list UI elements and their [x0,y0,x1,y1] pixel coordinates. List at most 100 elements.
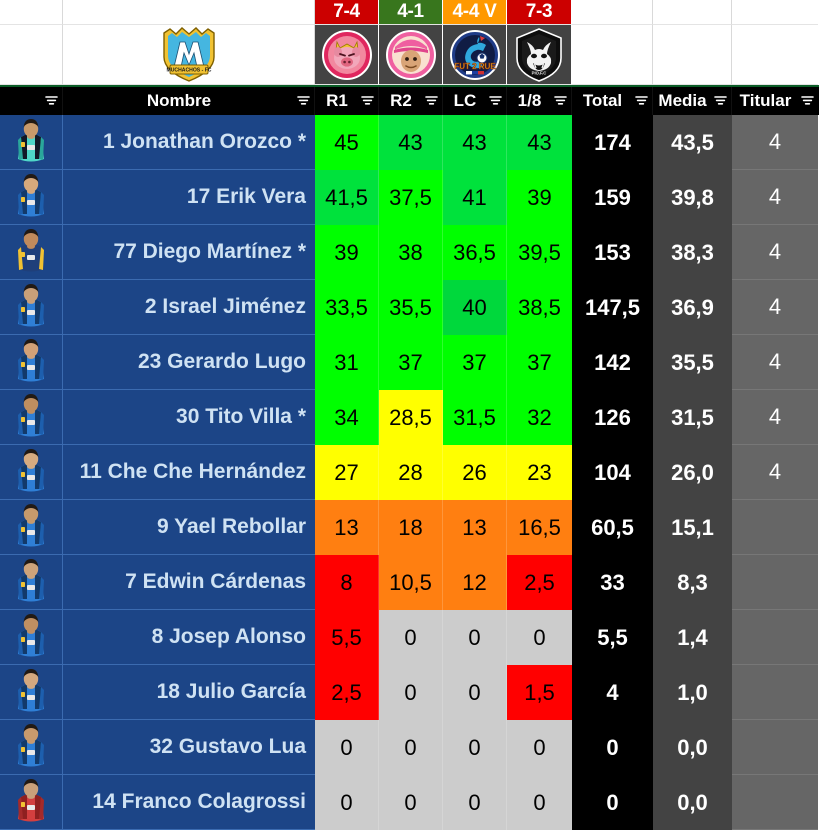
titular-cell[interactable] [732,665,818,720]
score-cell[interactable]: 40 [443,280,507,335]
opponent-score-cell-2[interactable]: 4-1 [379,0,443,25]
player-name-cell[interactable]: 32 Gustavo Lua [63,720,315,775]
table-row[interactable]: 8 Josep Alonso 5,5 0 0 0 5,5 1,4 [0,610,819,665]
media-cell[interactable]: 15,1 [653,500,732,555]
titular-cell[interactable]: 4 [732,445,818,500]
filter-funnel-icon[interactable] [359,95,375,107]
score-cell[interactable]: 35,5 [379,280,443,335]
opponent-crest-cell-4[interactable]: PIO.F.C [507,25,572,85]
filter-funnel-icon[interactable] [633,95,649,107]
score-cell[interactable]: 28 [379,445,443,500]
opponent-crest-cell-2[interactable] [379,25,443,85]
opponent-score-cell-3[interactable]: 4-4 V [443,0,507,25]
table-row[interactable]: 2 Israel Jiménez 33,5 35,5 40 38,5 147,5 36,9 4 [0,280,819,335]
media-cell[interactable]: 39,8 [653,170,732,225]
total-cell[interactable]: 142 [572,335,653,390]
filter-funnel-icon[interactable] [295,95,311,107]
media-cell[interactable]: 0,0 [653,775,732,830]
column-header-r2[interactable]: R2 [379,87,443,115]
titular-cell[interactable] [732,775,818,830]
score-cell[interactable]: 43 [443,115,507,170]
titular-cell[interactable] [732,610,818,665]
column-header-octavos[interactable]: 1/8 [507,87,572,115]
score-cell[interactable]: 5,5 [315,610,379,665]
score-cell[interactable]: 37 [443,335,507,390]
score-cell[interactable]: 43 [379,115,443,170]
media-cell[interactable]: 1,0 [653,665,732,720]
table-row[interactable]: 17 Erik Vera 41,5 37,5 41 39 159 39,8 4 [0,170,819,225]
titular-cell[interactable]: 4 [732,225,818,280]
score-cell[interactable]: 39 [507,170,572,225]
score-cell[interactable]: 8 [315,555,379,610]
titular-cell[interactable] [732,720,818,775]
score-cell[interactable]: 36,5 [443,225,507,280]
score-cell[interactable]: 0 [443,775,507,830]
filter-funnel-icon[interactable] [799,95,815,107]
media-cell[interactable]: 38,3 [653,225,732,280]
table-row[interactable]: 30 Tito Villa * 34 28,5 31,5 32 126 31,5 4 [0,390,819,445]
total-cell[interactable]: 0 [572,775,653,830]
total-cell[interactable]: 147,5 [572,280,653,335]
column-header-media[interactable]: Media [653,87,732,115]
player-name-cell[interactable]: 9 Yael Rebollar [63,500,315,555]
score-cell[interactable]: 13 [443,500,507,555]
media-cell[interactable]: 8,3 [653,555,732,610]
media-cell[interactable]: 26,0 [653,445,732,500]
player-name-cell[interactable]: 77 Diego Martínez * [63,225,315,280]
opponent-score-cell-4[interactable]: 7-3 [507,0,572,25]
player-name-cell[interactable]: 11 Che Che Hernández [63,445,315,500]
titular-cell[interactable]: 4 [732,280,818,335]
score-cell[interactable]: 0 [507,775,572,830]
score-cell[interactable]: 38 [379,225,443,280]
column-header-lc[interactable]: LC [443,87,507,115]
media-cell[interactable]: 31,5 [653,390,732,445]
score-cell[interactable]: 41 [443,170,507,225]
titular-cell[interactable] [732,500,818,555]
total-cell[interactable]: 4 [572,665,653,720]
filter-funnel-icon[interactable] [423,95,439,107]
filter-funnel-icon[interactable] [552,95,568,107]
total-cell[interactable]: 5,5 [572,610,653,665]
player-name-cell[interactable]: 1 Jonathan Orozco * [63,115,315,170]
media-cell[interactable]: 35,5 [653,335,732,390]
player-name-cell[interactable]: 7 Edwin Cárdenas [63,555,315,610]
column-header-r1[interactable]: R1 [315,87,379,115]
score-cell[interactable]: 43 [507,115,572,170]
total-cell[interactable]: 174 [572,115,653,170]
titular-cell[interactable]: 4 [732,170,818,225]
score-cell[interactable]: 37,5 [379,170,443,225]
column-header-total[interactable]: Total [572,87,653,115]
score-cell[interactable]: 23 [507,445,572,500]
table-row[interactable]: 18 Julio García 2,5 0 0 1,5 4 1,0 [0,665,819,720]
score-cell[interactable]: 38,5 [507,280,572,335]
titular-cell[interactable] [732,555,818,610]
titular-cell[interactable]: 4 [732,115,818,170]
filter-funnel-icon[interactable] [712,95,728,107]
score-cell[interactable]: 13 [315,500,379,555]
score-cell[interactable]: 39,5 [507,225,572,280]
score-cell[interactable]: 12 [443,555,507,610]
score-cell[interactable]: 27 [315,445,379,500]
score-cell[interactable]: 16,5 [507,500,572,555]
score-cell[interactable]: 18 [379,500,443,555]
score-cell[interactable]: 45 [315,115,379,170]
media-cell[interactable]: 0,0 [653,720,732,775]
media-cell[interactable]: 1,4 [653,610,732,665]
score-cell[interactable]: 0 [443,665,507,720]
opponent-score-cell-1[interactable]: 7-4 [315,0,379,25]
filter-funnel-icon[interactable] [487,95,503,107]
score-cell[interactable]: 0 [507,610,572,665]
titular-cell[interactable]: 4 [732,335,818,390]
table-row[interactable]: 14 Franco Colagrossi 0 0 0 0 0 0,0 [0,775,819,830]
score-cell[interactable]: 26 [443,445,507,500]
filter-funnel-icon[interactable] [43,95,59,107]
score-cell[interactable]: 0 [443,720,507,775]
opponent-crest-cell-1[interactable] [315,25,379,85]
total-cell[interactable]: 0 [572,720,653,775]
total-cell[interactable]: 33 [572,555,653,610]
total-cell[interactable]: 153 [572,225,653,280]
player-name-cell[interactable]: 8 Josep Alonso [63,610,315,665]
score-cell[interactable]: 1,5 [507,665,572,720]
score-cell[interactable]: 2,5 [315,665,379,720]
table-row[interactable]: 11 Che Che Hernández 27 28 26 23 104 26,0 4 [0,445,819,500]
